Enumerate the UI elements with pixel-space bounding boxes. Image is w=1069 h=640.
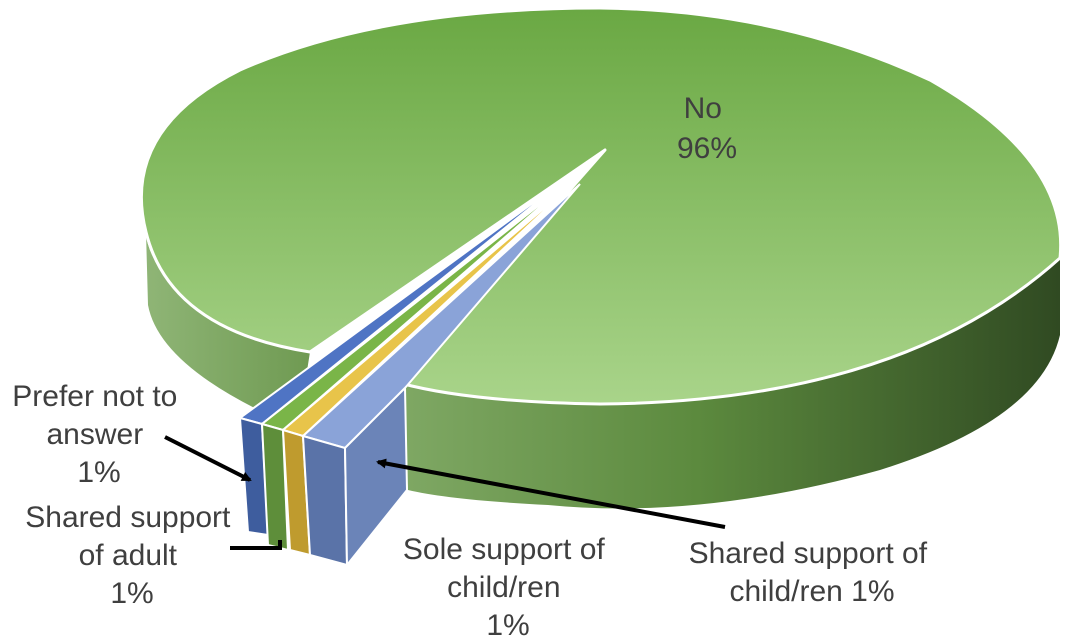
slice-shared-child-front [301, 434, 349, 567]
label-sole-line3: 1% [486, 609, 529, 640]
label-prefer-line3: 1% [77, 456, 120, 489]
label-prefer-line2: answer [46, 418, 143, 451]
label-adult-line3: 1% [110, 577, 153, 610]
label-shared-child-line1: Shared support of [689, 537, 928, 570]
label-no: No 96% [677, 92, 737, 165]
line-adult [230, 540, 282, 550]
label-no-line2: 96% [677, 132, 737, 165]
arrow-prefer [164, 435, 252, 482]
label-sole: Sole support of child/ren 1% [403, 533, 613, 640]
slice-no [139, 6, 1063, 509]
slice-no-side-left [146, 232, 310, 428]
label-sole-line2: child/ren [447, 571, 560, 604]
leader-lines [164, 435, 726, 550]
slice-no-top [139, 6, 1063, 406]
label-no-line1: No [684, 92, 722, 125]
label-shared-child: Shared support of child/ren 1% [689, 537, 936, 608]
label-shared-child-line2: child/ren 1% [729, 575, 894, 608]
label-prefer-line1: Prefer not to [12, 380, 177, 413]
data-labels: No 96% Prefer not to answer 1% Shared su… [12, 92, 936, 640]
label-adult: Shared support of adult 1% [25, 501, 238, 610]
slice-adult-side [260, 422, 290, 552]
slice-shared-child-side [343, 385, 409, 568]
arrow-shared-child [376, 458, 726, 529]
small-slices [237, 177, 581, 568]
label-sole-line1: Sole support of [403, 533, 605, 566]
label-adult-line2: of adult [79, 539, 178, 572]
label-prefer: Prefer not to answer 1% [12, 380, 185, 489]
label-adult-line1: Shared support [25, 501, 231, 534]
